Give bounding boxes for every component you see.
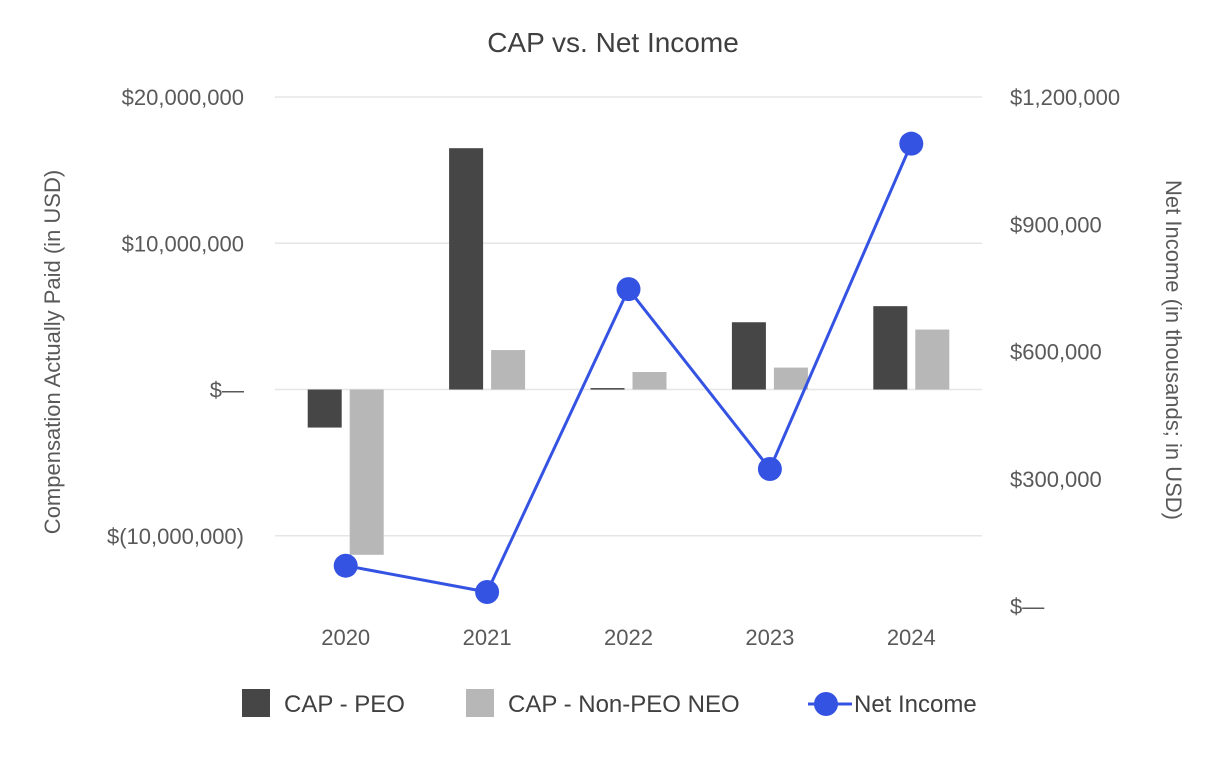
left-axis-title: Compensation Actually Paid (in USD) [40,170,65,534]
x-tick-label: 2021 [463,625,512,650]
right-tick-label: $— [1010,594,1044,619]
bar-cap-peo [731,322,766,390]
legend-swatch [242,689,270,717]
net-income-point [616,277,641,302]
x-tick-label: 2024 [887,625,936,650]
legend-item: CAP - PEO [242,689,405,718]
bar-cap-non-peo-neo [349,389,384,555]
bar-cap-peo [307,389,342,428]
left-tick-label: $(10,000,000) [107,524,244,549]
legend-item: Net Income [808,691,977,718]
legend-label: CAP - Non-PEO NEO [508,691,740,718]
net-income-point [475,580,500,605]
legend-label: Net Income [854,691,977,718]
right-tick-label: $300,000 [1010,467,1102,492]
bar-cap-non-peo-neo [915,329,950,390]
right-axis-title: Net Income (in thousands; in USD) [1161,180,1186,520]
legend-label: CAP - PEO [284,691,405,718]
bar-cap-peo [590,388,625,390]
legend-swatch [466,689,494,717]
right-tick-label: $900,000 [1010,212,1102,237]
bar-cap-non-peo-neo [632,371,667,390]
x-tick-label: 2023 [745,625,794,650]
bar-cap-non-peo-neo [773,367,808,390]
bar-cap-peo [449,148,484,390]
left-tick-label: $20,000,000 [122,85,244,110]
left-tick-label: $10,000,000 [122,231,244,256]
x-tick-label: 2022 [604,625,653,650]
net-income-line [345,143,913,594]
bar-cap-peo [873,306,908,390]
legend-marker [814,692,838,716]
right-tick-label: $1,200,000 [1010,85,1120,110]
left-tick-label: $— [210,378,244,403]
x-tick-label: 2020 [321,625,370,650]
bar-cap-non-peo-neo [491,350,526,390]
net-income-point [333,553,358,578]
chart-title: CAP vs. Net Income [487,27,739,58]
legend-item: CAP - Non-PEO NEO [466,689,740,718]
right-tick-label: $600,000 [1010,340,1102,365]
net-income-point [899,131,924,156]
net-income-point [757,456,782,481]
